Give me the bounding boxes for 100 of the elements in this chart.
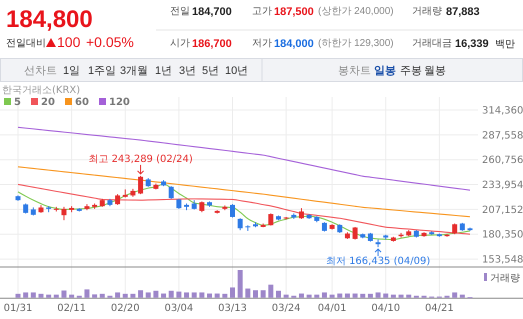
text: 거래대금 [412, 38, 452, 49]
text: 1주일 [88, 65, 116, 77]
bar [161, 294, 166, 298]
text: 3년 [179, 65, 196, 77]
bar [115, 292, 120, 298]
text: 전일 [170, 6, 190, 17]
candlestick [322, 222, 327, 232]
bar [207, 294, 212, 298]
y-tick-label: 233,954 [482, 180, 523, 192]
bar [238, 270, 243, 298]
bar [23, 292, 28, 298]
x-tick-label: 02/20 [110, 303, 140, 314]
y-tick-label: 260,756 [482, 155, 523, 166]
candlestick [352, 226, 358, 240]
bar [460, 294, 465, 298]
candlestick [268, 212, 274, 226]
x-tick-label: 03/04 [164, 303, 194, 314]
bar [92, 294, 98, 298]
line-series [17, 166, 471, 218]
candlestick [168, 186, 174, 200]
bar [168, 290, 174, 298]
text: 100 [57, 34, 81, 50]
x-tick-label: 03/13 [218, 303, 247, 314]
bar [84, 289, 90, 298]
text: 186,700 [192, 38, 232, 50]
x-tick-label: 04/01 [318, 303, 347, 314]
bar [245, 288, 250, 298]
text: 87,883 [446, 6, 480, 18]
bar [298, 294, 304, 298]
text: 봉차트 [338, 65, 371, 77]
y-tick-label: 180,350 [482, 230, 523, 241]
bar [38, 294, 44, 298]
bar [122, 294, 128, 298]
legend-label: 5 [14, 97, 21, 108]
text: (하한가 129,300) [318, 38, 394, 49]
bar [398, 294, 404, 298]
y-tick-label: 287,558 [482, 130, 523, 142]
candlestick [230, 204, 236, 218]
candlestick [138, 175, 144, 195]
text: 187,500 [274, 6, 314, 18]
bar [368, 294, 373, 298]
candlestick [238, 218, 243, 231]
bar [146, 292, 151, 298]
text: 16,339 [455, 38, 489, 50]
candlestick [452, 223, 458, 235]
bar [30, 292, 36, 298]
bar [352, 294, 358, 298]
bar [376, 292, 381, 298]
bar [337, 294, 342, 298]
text: 월봉 [424, 65, 446, 77]
bar [222, 294, 228, 298]
bar [314, 294, 320, 298]
legend-label: 120 [109, 97, 130, 108]
legend-label: 거래량 [490, 273, 520, 284]
candlestick [199, 200, 204, 213]
bar [192, 292, 197, 298]
text: 5년 [202, 65, 220, 77]
bar [306, 294, 312, 298]
bar [130, 294, 136, 298]
text: 184,000 [274, 38, 314, 50]
bar [199, 292, 204, 298]
bar [16, 294, 20, 298]
text: 거래량 [412, 6, 442, 17]
x-tick-label: 01/31 [4, 303, 32, 314]
x-tick-label: 03/24 [272, 303, 301, 314]
text: (상한가 240,000) [318, 6, 394, 17]
bar [230, 287, 236, 298]
bar [184, 292, 190, 298]
candlestick [115, 194, 120, 206]
bar [452, 292, 458, 298]
text: 1년 [155, 65, 172, 77]
legend-title: 한국거래소(KRX) [2, 85, 80, 96]
text: 백만 [495, 39, 515, 50]
text: 184,700 [192, 6, 232, 18]
text: 일봉 [374, 65, 396, 77]
bar [69, 294, 74, 298]
candlestick [176, 198, 182, 210]
candlestick [23, 203, 28, 214]
y-tick-label: 314,360 [482, 106, 523, 116]
text: 주봉 [400, 65, 422, 77]
text: 고가 [252, 6, 272, 17]
legend-label: 20 [41, 97, 55, 108]
bar [322, 292, 327, 298]
candlestick [192, 200, 197, 210]
bar [268, 284, 274, 298]
text: 저가 [252, 38, 272, 49]
text: 선차트 [24, 65, 57, 77]
text: 10년 [225, 65, 248, 77]
bar [383, 294, 388, 298]
y-tick-label: 153,548 [482, 254, 523, 266]
text: 시가 [170, 38, 190, 49]
x-tick-label: 02/11 [57, 303, 86, 314]
bar [330, 294, 335, 298]
line-series [17, 126, 471, 191]
bar [406, 294, 412, 298]
text: +0.05% [86, 34, 134, 50]
bar [260, 290, 266, 298]
candlestick [298, 208, 304, 220]
bar [360, 294, 366, 298]
bar [46, 294, 52, 298]
